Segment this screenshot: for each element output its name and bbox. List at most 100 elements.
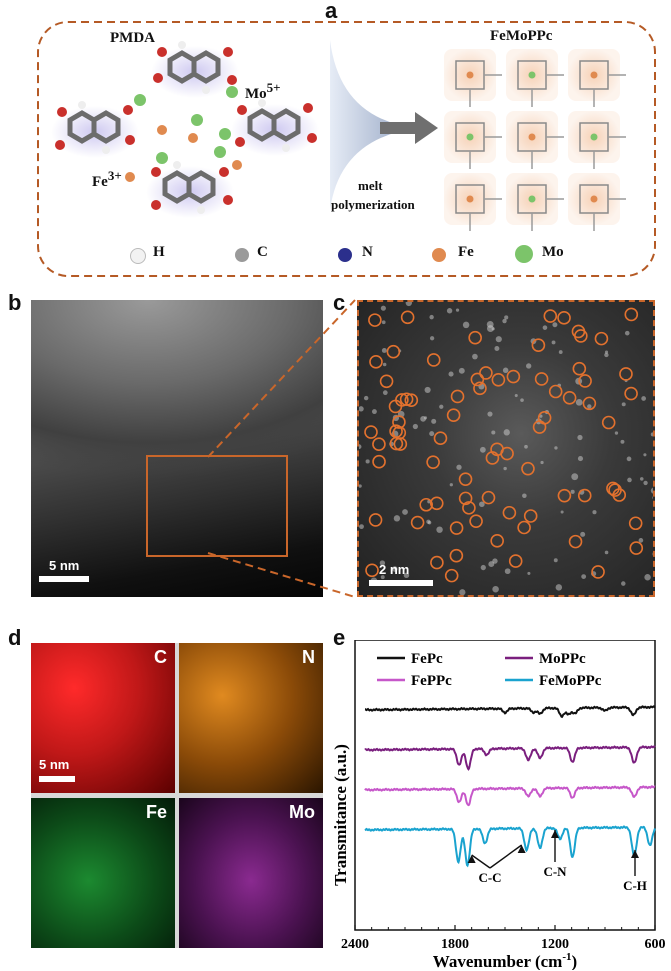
atom-marker [502, 505, 517, 520]
pc-unit [568, 111, 626, 169]
annotation-label: C-C [478, 870, 501, 885]
eds-map-c-label: C [154, 647, 167, 667]
panel-c-letter: c [333, 290, 346, 315]
process-label-1: melt [358, 178, 383, 193]
panel-d-letter: d [8, 625, 22, 650]
x-tick-label: 600 [645, 937, 666, 952]
atom-marker [543, 309, 558, 323]
pc-unit [568, 49, 626, 107]
legend-label: FePPc [411, 673, 452, 689]
pc-unit [506, 173, 564, 231]
x-tick-label: 2400 [341, 937, 369, 952]
pc-unit [568, 173, 626, 231]
atom-marker [508, 554, 523, 568]
atom-marker [557, 311, 571, 325]
scalebar-c [369, 580, 433, 586]
legend-text-n: N [362, 244, 373, 260]
eds-map-n: N [179, 643, 323, 793]
pmda-molecule-bottom [146, 161, 234, 218]
pc-unit [444, 173, 502, 231]
eds-map-n-label: N [302, 647, 315, 667]
eds-map-mo-label: Mo [289, 802, 315, 822]
atom-marker [450, 389, 465, 404]
atom-marker [473, 381, 487, 396]
femoppc-network [444, 49, 626, 231]
atom-marker [582, 396, 597, 411]
panel-e-letter: e [333, 625, 346, 650]
scalebar-d [39, 776, 75, 782]
legend-dot-h [130, 248, 146, 264]
mo-ion-label: Mo5+ [245, 80, 281, 102]
atom-marker [601, 415, 616, 430]
x-axis-label: Wavenumber (cm-1) [433, 951, 577, 970]
atom-marker [449, 521, 464, 535]
y-axis-label: Transmitance (a.u.) [331, 744, 350, 886]
atom-marker [557, 488, 572, 503]
legend-dot-fe [432, 248, 446, 262]
arrow-head [517, 845, 526, 853]
atom-marker [490, 534, 504, 548]
pc-unit [506, 111, 564, 169]
atom-marker [521, 461, 535, 476]
fe-ion-label: Fe3+ [92, 168, 122, 190]
atom-marker [386, 344, 401, 359]
atom-marker [419, 497, 433, 512]
eds-map-grid: C 5 nm N Fe Mo [31, 643, 323, 948]
atom-marker [578, 374, 592, 388]
atom-marker [368, 313, 382, 327]
atom-marker [446, 408, 461, 423]
atom-marker [606, 481, 620, 496]
atom-marker [479, 366, 493, 380]
scalebar-b-label: 5 nm [49, 558, 80, 573]
process-arrow [380, 112, 438, 144]
product-label: FeMoPPc [490, 28, 553, 44]
atom-marker [574, 329, 588, 343]
scalebar-c-label: 2 nm [379, 562, 410, 577]
atom-marker [429, 496, 444, 511]
zoom-region-box [146, 455, 288, 557]
process-funnel [330, 40, 418, 210]
eds-map-c: C 5 nm [31, 643, 175, 793]
atom-marker [444, 568, 459, 583]
atom-marker [619, 367, 633, 381]
atom-marker [458, 491, 473, 506]
zoom-connector-lines [207, 299, 356, 598]
scalebar-d-label: 5 nm [39, 757, 70, 772]
atom-marker [426, 353, 441, 367]
atom-marker [523, 509, 538, 523]
atom-marker [433, 431, 448, 446]
eds-map-mo: Mo [179, 798, 323, 948]
atom-marker [485, 451, 500, 465]
plot-frame [354, 640, 656, 931]
atom-marker [624, 386, 638, 401]
atom-marker [577, 488, 592, 503]
annotation-label: C-H [623, 878, 647, 893]
atom-marker [368, 513, 383, 527]
annotation-label: C-N [543, 864, 567, 879]
atom-marker [392, 415, 406, 429]
atom-marker [548, 384, 563, 399]
atom-marker [399, 392, 414, 407]
atom-marker [379, 374, 394, 389]
fe-ions [125, 125, 242, 182]
annotation-arrow [489, 844, 523, 869]
arrow-head [467, 855, 476, 863]
scalebar-b [39, 576, 89, 582]
legend-text-h: H [153, 244, 165, 260]
legend-text-mo: Mo [542, 244, 564, 260]
annotation-arrow [471, 854, 491, 869]
atom-marker [506, 369, 521, 384]
atom-marker [537, 411, 552, 425]
legend-dot-mo [515, 245, 533, 263]
atom-marker [372, 454, 386, 469]
pc-unit [444, 111, 502, 169]
legend-label: MoPPc [539, 651, 586, 667]
series-line-femoppc [364, 825, 656, 868]
series-line-feppc [364, 785, 656, 807]
panel-a-letter: a [325, 0, 338, 23]
pc-unit [444, 49, 502, 107]
eds-map-fe: Fe [31, 798, 175, 948]
atom-marker [594, 331, 609, 346]
atom-marker [389, 436, 404, 451]
haadf-stem-image-b: 5 nm [31, 300, 323, 597]
